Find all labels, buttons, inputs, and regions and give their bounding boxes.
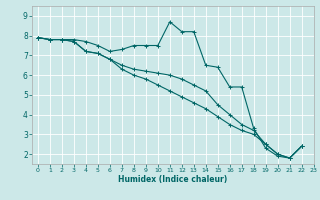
X-axis label: Humidex (Indice chaleur): Humidex (Indice chaleur)	[118, 175, 228, 184]
